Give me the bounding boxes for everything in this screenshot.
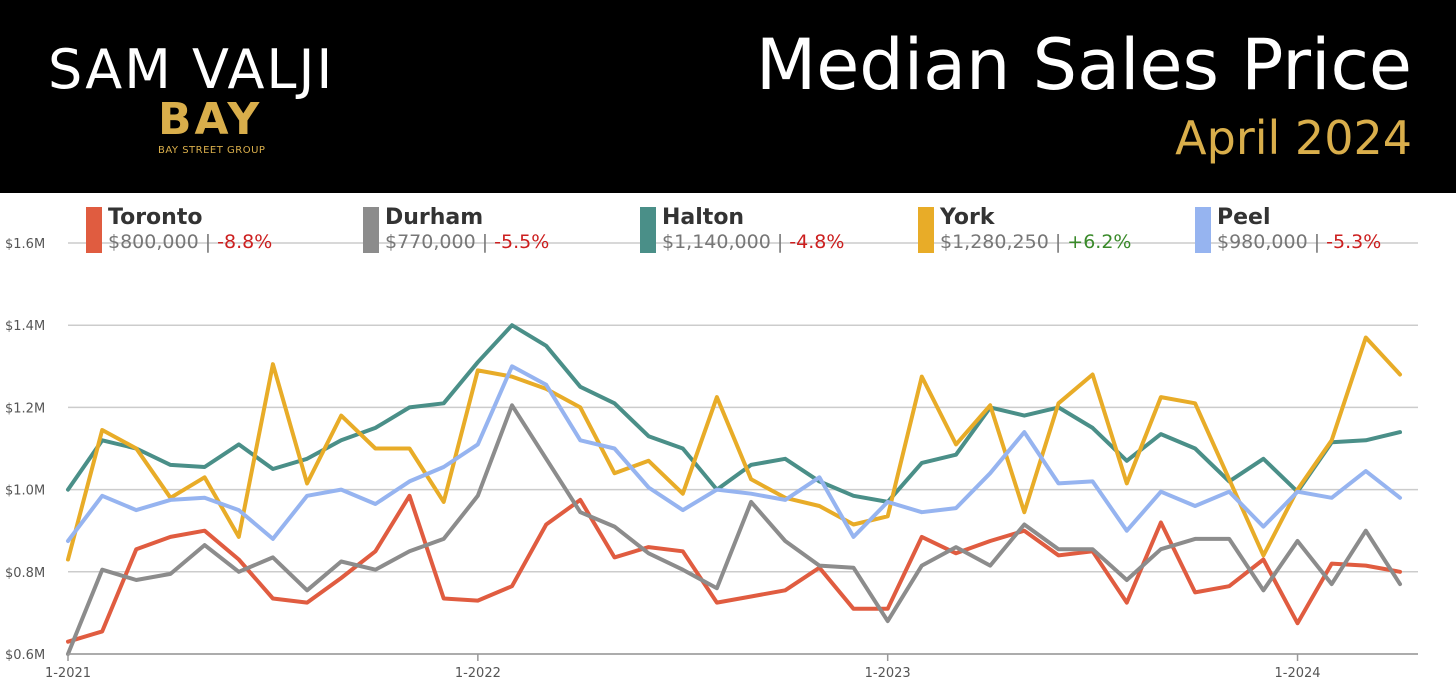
y-tick-label: $1.0M <box>5 484 45 499</box>
chart-series <box>66 323 1402 656</box>
legend-name: York <box>940 205 995 230</box>
legend-swatch <box>1195 207 1211 253</box>
y-tick-label: $1.2M <box>5 401 45 416</box>
x-tick-label: 1-2024 <box>1275 666 1321 681</box>
legend-price: $1,140,000 <box>662 231 771 253</box>
brand-name: SAM VALJI <box>48 38 335 101</box>
chart-grid: $0.6M $0.8M $1.0M $1.2M $1.4M $1.6M <box>5 237 1418 663</box>
x-tick-label: 1-2021 <box>45 666 91 681</box>
legend-price: $770,000 <box>385 231 476 253</box>
series-line-york <box>66 335 1402 562</box>
y-tick-label: $0.8M <box>5 566 45 581</box>
y-tick-label: $1.4M <box>5 319 45 334</box>
legend-price: $1,280,250 <box>940 231 1049 253</box>
brand-logo: BAY <box>158 94 263 145</box>
legend-change: -8.8% <box>217 231 273 253</box>
x-tick-label: 1-2022 <box>455 666 501 681</box>
legend-detail: $770,000 | -5.5% <box>385 231 550 253</box>
brand-subtitle: BAY STREET GROUP <box>158 145 266 156</box>
legend-name: Halton <box>662 205 745 230</box>
series-line-peel <box>66 364 1402 543</box>
legend-swatch <box>640 207 656 253</box>
y-tick-label: $0.6M <box>5 648 45 663</box>
legend-name: Toronto <box>108 205 203 230</box>
x-tick-label: 1-2023 <box>865 666 911 681</box>
y-tick-label: $1.6M <box>5 237 45 252</box>
legend-swatch <box>918 207 934 253</box>
legend-change: +6.2% <box>1067 231 1132 253</box>
legend-detail: $1,140,000 | -4.8% <box>662 231 845 253</box>
legend-swatch <box>86 207 102 253</box>
legend-name: Durham <box>385 205 484 230</box>
legend-change: -5.5% <box>494 231 550 253</box>
series-line-halton <box>66 323 1402 504</box>
x-axis: 1-2021 1-2022 1-2023 1-2024 <box>45 653 1418 681</box>
legend-detail: $1,280,250 | +6.2% <box>940 231 1132 253</box>
legend-price: $800,000 <box>108 231 199 253</box>
chart-subtitle: April 2024 <box>1175 111 1412 165</box>
header-banner: SAM VALJI BAY BAY STREET GROUP Median Sa… <box>0 0 1456 193</box>
legend-change: -5.3% <box>1326 231 1382 253</box>
series-line-durham <box>66 403 1402 656</box>
series-line-toronto <box>66 493 1402 644</box>
legend-detail: $980,000 | -5.3% <box>1217 231 1382 253</box>
legend-detail: $800,000 | -8.8% <box>108 231 273 253</box>
legend-name: Peel <box>1217 205 1271 230</box>
chart-title: Median Sales Price <box>755 24 1412 106</box>
legend-swatch <box>363 207 379 253</box>
legend-price: $980,000 <box>1217 231 1308 253</box>
legend-change: -4.8% <box>789 231 845 253</box>
